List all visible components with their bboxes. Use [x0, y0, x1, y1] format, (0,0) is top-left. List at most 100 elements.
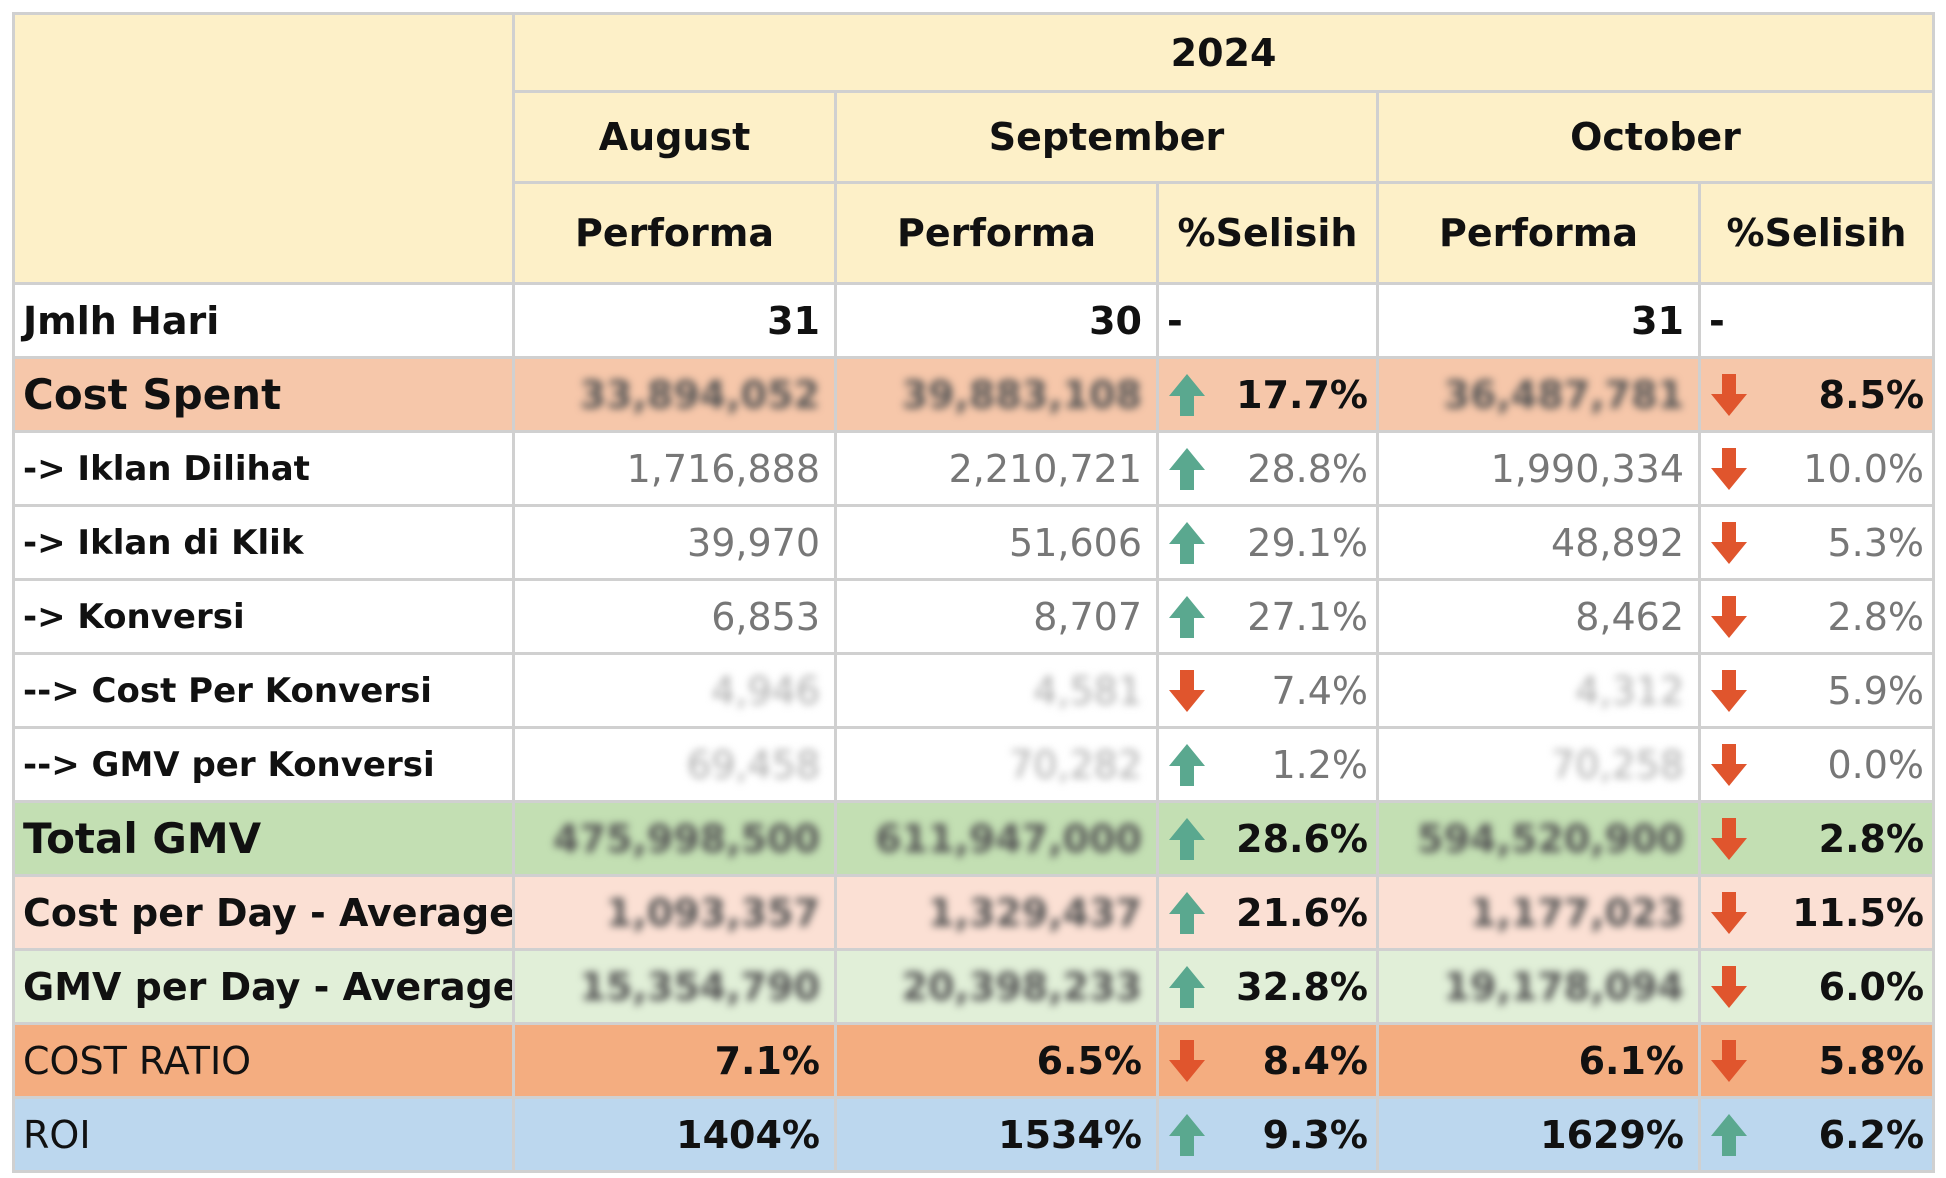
sep-value: 51,606 — [834, 504, 1159, 581]
header-oct-performa: Performa — [1376, 181, 1701, 285]
up-arrow-icon — [1167, 964, 1207, 1010]
sep-pct: 28.6% — [1236, 816, 1368, 861]
header-month-september: September — [834, 90, 1379, 184]
row-label: GMV per Day - Average — [12, 948, 515, 1025]
sep-value: 8,707 — [834, 578, 1159, 655]
oct-value: 8,462 — [1376, 578, 1701, 655]
oct-value: 6.1% — [1376, 1022, 1701, 1099]
oct-pct: 5.3% — [1827, 520, 1925, 565]
row-label: -> Iklan di Klik — [12, 504, 515, 581]
oct-pct: 5.9% — [1827, 668, 1925, 713]
sep-value: 4,581 — [1033, 668, 1142, 713]
table-row: Jmlh Hari 31 30 - 31 - — [12, 282, 1936, 359]
aug-value: 4,946 — [711, 668, 820, 713]
row-label: -> Konversi — [12, 578, 515, 655]
row-label: Total GMV — [12, 800, 515, 877]
oct-pct: 6.2% — [1818, 1112, 1925, 1157]
down-arrow-icon — [1709, 1038, 1749, 1084]
sep-value: 1534% — [834, 1096, 1159, 1173]
down-arrow-icon — [1167, 1038, 1207, 1084]
aug-value: 1,093,357 — [606, 890, 820, 935]
sep-pct: 29.1% — [1247, 520, 1368, 565]
up-arrow-icon — [1167, 446, 1207, 492]
sep-value: 20,398,233 — [901, 964, 1142, 1009]
down-arrow-icon — [1709, 742, 1749, 788]
table-row: Cost per Day - Average 1,093,357 1,329,4… — [12, 874, 1936, 951]
sep-pct: 17.7% — [1236, 372, 1368, 417]
oct-pct: 11.5% — [1792, 890, 1925, 935]
oct-pct: 2.8% — [1827, 594, 1925, 639]
header-sep-performa: Performa — [834, 181, 1159, 285]
sep-value: 611,947,000 — [875, 816, 1142, 861]
oct-pct: 0.0% — [1827, 742, 1925, 787]
table-row: --> Cost Per Konversi 4,946 4,581 7.4% 4… — [12, 652, 1936, 729]
performance-table-wrapper: 2024 August September October Performa P… — [12, 12, 1936, 1173]
up-arrow-icon — [1167, 520, 1207, 566]
aug-value: 1404% — [512, 1096, 837, 1173]
aug-value: 15,354,790 — [579, 964, 820, 1009]
oct-value: 19,178,094 — [1443, 964, 1684, 1009]
oct-value: 36,487,781 — [1443, 372, 1684, 417]
sep-value: 30 — [834, 282, 1159, 359]
down-arrow-icon — [1709, 668, 1749, 714]
aug-value: 7.1% — [512, 1022, 837, 1099]
sep-pct: 7.4% — [1271, 668, 1368, 713]
aug-value: 69,458 — [687, 742, 820, 787]
header-corner — [12, 12, 515, 285]
up-arrow-icon — [1167, 594, 1207, 640]
down-arrow-icon — [1709, 372, 1749, 418]
table-row: ROI 1404% 1534% 9.3% 1629% 6.2% — [12, 1096, 1936, 1173]
table-row: -> Iklan Dilihat 1,716,888 2,210,721 28.… — [12, 430, 1936, 507]
row-label: ROI — [12, 1096, 515, 1173]
row-label: Cost per Day - Average — [12, 874, 515, 951]
sep-pct: 32.8% — [1236, 964, 1368, 1009]
down-arrow-icon — [1709, 964, 1749, 1010]
sep-pct: 9.3% — [1262, 1112, 1368, 1157]
up-arrow-icon — [1167, 816, 1207, 862]
up-arrow-icon — [1167, 890, 1207, 936]
down-arrow-icon — [1709, 520, 1749, 566]
down-arrow-icon — [1709, 816, 1749, 862]
sep-value: 6.5% — [834, 1022, 1159, 1099]
row-label: Jmlh Hari — [12, 282, 515, 359]
header-year: 2024 — [511, 12, 1936, 93]
down-arrow-icon — [1167, 668, 1207, 714]
sep-value: 39,883,108 — [901, 372, 1142, 417]
row-label: Cost Spent — [12, 356, 515, 433]
oct-pct: 10.0% — [1803, 446, 1925, 491]
aug-value: 1,716,888 — [512, 430, 837, 507]
table-row: -> Konversi 6,853 8,707 27.1% 8,462 2.8% — [12, 578, 1936, 655]
oct-pct: 2.8% — [1818, 816, 1925, 861]
row-label: COST RATIO — [12, 1022, 515, 1099]
oct-pct: 8.5% — [1818, 372, 1925, 417]
sep-pct: 27.1% — [1247, 594, 1368, 639]
row-label: --> GMV per Konversi — [12, 726, 515, 803]
sep-value: 1,329,437 — [928, 890, 1142, 935]
sep-pct: - — [1156, 282, 1379, 359]
row-label: --> Cost Per Konversi — [12, 652, 515, 729]
table-row: COST RATIO 7.1% 6.5% 8.4% 6.1% 5.8% — [12, 1022, 1936, 1099]
aug-value: 33,894,052 — [579, 372, 820, 417]
oct-pct: 6.0% — [1818, 964, 1925, 1009]
down-arrow-icon — [1709, 446, 1749, 492]
oct-value: 594,520,900 — [1417, 816, 1684, 861]
oct-value: 48,892 — [1376, 504, 1701, 581]
header-sep-selisih: %Selisih — [1156, 181, 1379, 285]
header-oct-selisih: %Selisih — [1697, 181, 1936, 285]
oct-value: 1629% — [1376, 1096, 1701, 1173]
oct-value: 4,312 — [1575, 668, 1684, 713]
up-arrow-icon — [1709, 1112, 1749, 1158]
sep-pct: 28.8% — [1247, 446, 1368, 491]
sep-value: 70,282 — [1009, 742, 1142, 787]
down-arrow-icon — [1709, 594, 1749, 640]
oct-pct: - — [1697, 282, 1936, 359]
oct-value: 70,258 — [1551, 742, 1684, 787]
up-arrow-icon — [1167, 742, 1207, 788]
oct-value: 1,177,023 — [1470, 890, 1684, 935]
down-arrow-icon — [1709, 890, 1749, 936]
sep-pct: 1.2% — [1271, 742, 1368, 787]
table-row: --> GMV per Konversi 69,458 70,282 1.2% … — [12, 726, 1936, 803]
table-row: Cost Spent 33,894,052 39,883,108 17.7% 3… — [12, 356, 1936, 433]
header-month-august: August — [512, 90, 837, 184]
sep-pct: 21.6% — [1236, 890, 1368, 935]
